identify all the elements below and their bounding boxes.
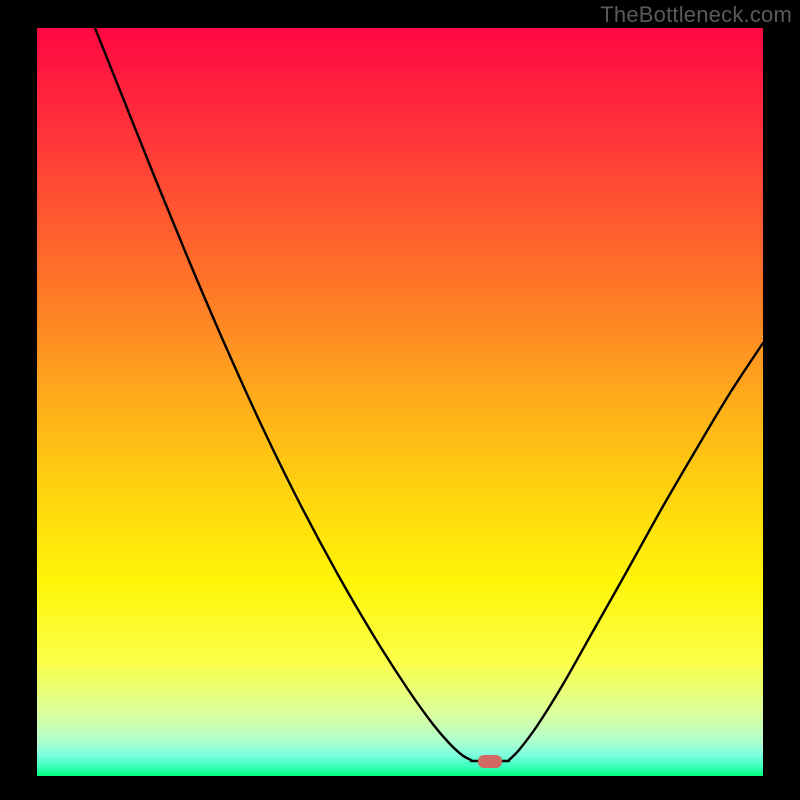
minimum-marker [478, 755, 502, 768]
watermark-text: TheBottleneck.com [600, 2, 792, 28]
bottleneck-curve [37, 28, 763, 773]
chart-canvas: TheBottleneck.com [0, 0, 800, 800]
plot-area [37, 28, 763, 773]
